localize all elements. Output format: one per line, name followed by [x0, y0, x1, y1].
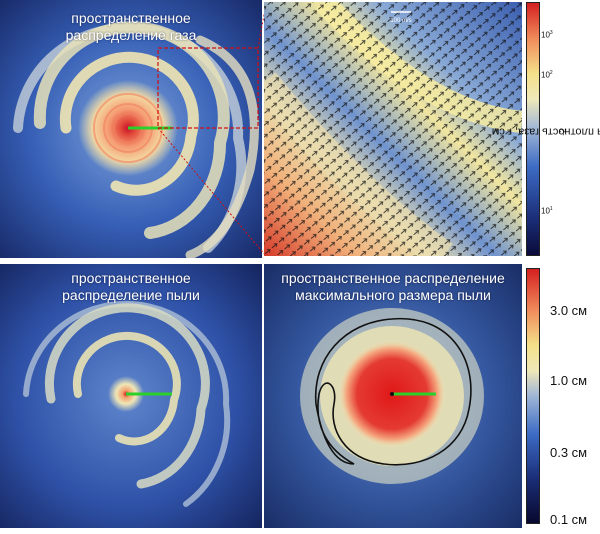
dust-panel-label: пространственное распределение пыли [62, 270, 200, 303]
dust-size-map [264, 264, 522, 528]
gas-cbar-tick-bottom: 101 [541, 206, 553, 216]
velocity-field-map: 100 m/s [264, 2, 522, 256]
size-cbar-tick-03cm: 0.3 см [550, 445, 588, 460]
size-panel-label: пространственное распределение максималь… [281, 270, 505, 303]
zoomed-velocity-panel: 100 m/s [264, 2, 522, 256]
scale-bar-label: 100 m/s [390, 18, 411, 24]
dust-density-map [0, 264, 262, 528]
dust-distribution-panel: пространственное распределение пыли [0, 264, 262, 528]
gas-cbar-tick-top: 103 [541, 30, 553, 40]
size-contour [314, 317, 472, 466]
max-dust-size-panel: пространственное распределение максималь… [264, 264, 522, 528]
size-cbar-tick-1cm: 1.0 см [550, 373, 588, 388]
gas-density-map [0, 0, 262, 258]
gas-colorbar [526, 2, 540, 256]
gas-distribution-panel: пространственное распределение газа [0, 0, 262, 258]
size-cbar-tick-3cm: 3.0 см [550, 303, 588, 318]
gas-panel-label: пространственное распределение газа [65, 10, 197, 43]
gas-colorbar-title: Лучевая плотность газа, г см-2 [492, 126, 600, 138]
size-cbar-tick-01cm: 0.1 см [550, 512, 588, 527]
gas-cbar-tick-mid: 102 [541, 70, 553, 80]
zoom-region-box [157, 47, 259, 129]
zoom-connector-lines [157, 3, 267, 257]
size-colorbar [526, 268, 540, 524]
